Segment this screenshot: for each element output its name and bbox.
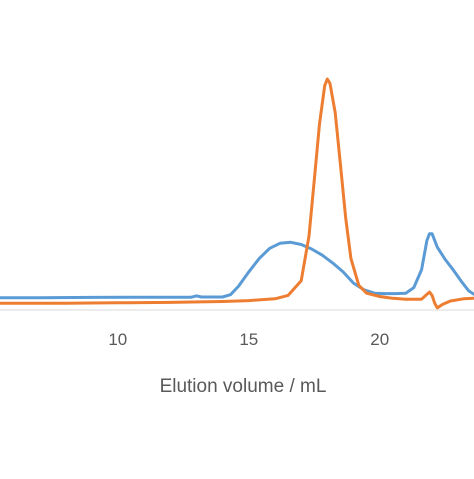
series-layer (0, 77, 474, 310)
series-line-1 (0, 232, 474, 300)
x-tick-label: 20 (370, 330, 389, 349)
x-tick-labels: 10 15 20 (108, 330, 389, 349)
x-axis-title: Elution volume / mL (160, 376, 327, 397)
series-line-2 (0, 77, 474, 310)
x-tick-label: 15 (239, 330, 258, 349)
x-tick-label: 10 (108, 330, 127, 349)
